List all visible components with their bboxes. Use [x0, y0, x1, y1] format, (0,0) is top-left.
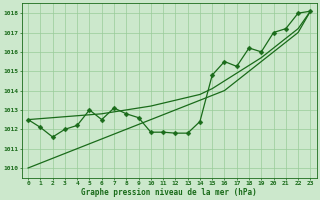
- X-axis label: Graphe pression niveau de la mer (hPa): Graphe pression niveau de la mer (hPa): [81, 188, 257, 197]
